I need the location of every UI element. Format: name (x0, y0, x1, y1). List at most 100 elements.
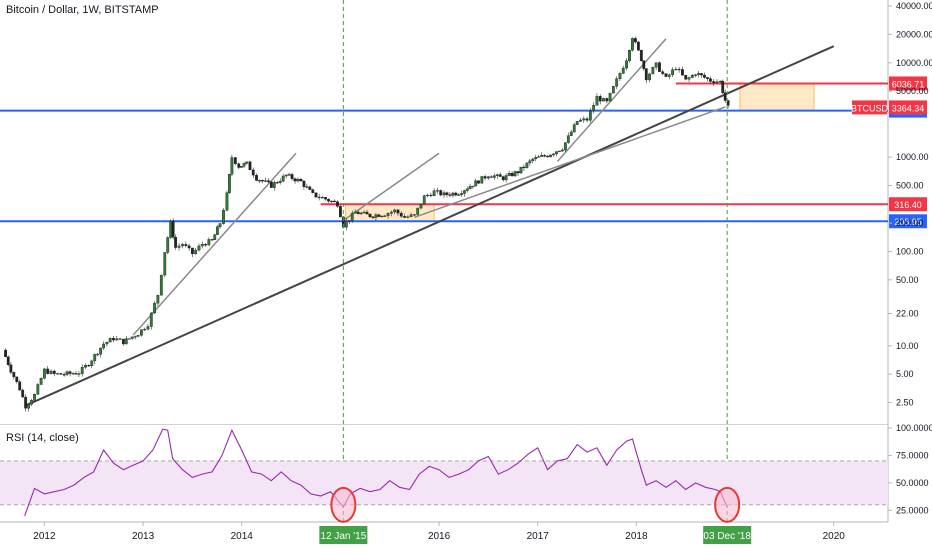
candle-body-28 (90, 360, 94, 367)
candle-body-137 (426, 194, 429, 197)
candle-body-19 (62, 374, 66, 376)
candle-body-89 (278, 180, 282, 183)
candle-body-165 (510, 173, 514, 177)
candle-body-225 (697, 73, 700, 75)
level-label-0: 6036.71 (892, 79, 925, 89)
candle-body-228 (706, 77, 709, 79)
candle-body-181 (558, 150, 561, 153)
rsi-layer (0, 428, 888, 523)
candle-body-75 (237, 163, 241, 168)
candle-body-26 (84, 365, 87, 368)
time-tick-label-6: 2020 (823, 531, 846, 542)
candle-body-15 (49, 370, 53, 374)
candle-body-55 (174, 236, 178, 248)
candle-body-20 (65, 371, 69, 375)
candle-body-148 (460, 193, 464, 195)
candles-layer (4, 36, 730, 412)
candle-body-80 (251, 169, 255, 176)
candle-body-22 (71, 373, 75, 375)
candle-body-42 (133, 336, 137, 338)
candle-body-204 (631, 38, 634, 51)
last-price-symbol: BTCUSD (851, 103, 889, 113)
candle-body-97 (302, 180, 306, 187)
candle-body-119 (368, 213, 372, 218)
candle-body-205 (634, 38, 637, 43)
candle-body-163 (504, 175, 508, 181)
rsi-highlight-circle-0 (330, 486, 357, 523)
candle-body-192 (592, 105, 596, 112)
candle-body-115 (356, 211, 360, 215)
candle-body-27 (87, 365, 91, 367)
pane-divider (0, 424, 888, 425)
candle-body-106 (330, 200, 333, 203)
candle-body-70 (222, 209, 225, 224)
price-tick-label-12: 2.50 (896, 398, 914, 408)
candle-body-127 (393, 209, 397, 213)
candle-body-68 (215, 226, 219, 235)
candle-body-49 (156, 294, 160, 304)
candle-body-93 (290, 174, 294, 179)
candle-body-124 (383, 215, 387, 217)
candle-body-231 (715, 81, 719, 84)
candle-body-218 (674, 68, 678, 71)
candle-body-87 (272, 182, 276, 188)
candle-body-125 (386, 213, 390, 217)
candle-body-5 (18, 381, 22, 391)
candle-body-202 (625, 60, 628, 69)
candle-body-184 (566, 135, 570, 143)
candle-body-201 (621, 67, 625, 74)
candle-body-14 (46, 368, 50, 374)
price-tick-label-7: 100.00 (896, 246, 924, 256)
price-tick-label-1: 20000.00 (896, 29, 932, 39)
candle-body-140 (436, 190, 439, 192)
price-tick-label-10: 10.00 (896, 341, 919, 351)
candle-body-209 (644, 68, 648, 81)
candle-body-3 (12, 372, 16, 378)
candle-body-134 (416, 207, 420, 215)
candle-body-158 (489, 176, 493, 178)
candle-body-45 (143, 328, 147, 331)
candle-body-16 (52, 370, 56, 374)
candle-body-187 (575, 121, 579, 125)
candle-body-167 (516, 171, 520, 174)
candle-body-164 (507, 173, 511, 176)
rsi-title: RSI (14, close) (6, 432, 79, 444)
candle-body-102 (317, 196, 321, 199)
candle-body-159 (492, 175, 496, 178)
price-tick-label-6: 200.00 (896, 218, 924, 228)
candle-body-189 (582, 118, 586, 121)
candle-body-36 (115, 338, 119, 341)
time-tick-label-1: 2013 (132, 531, 155, 542)
candle-body-54 (171, 220, 175, 238)
candle-body-198 (611, 86, 615, 94)
candle-body-98 (305, 186, 309, 188)
rsi-highlight-circle-1 (714, 486, 741, 523)
candle-body-216 (667, 74, 671, 77)
candle-body-113 (350, 212, 354, 221)
candle-body-17 (56, 373, 59, 375)
candle-body-100 (311, 189, 315, 193)
candle-body-138 (429, 194, 433, 197)
candle-body-120 (371, 216, 375, 218)
candle-body-152 (471, 185, 475, 188)
candle-body-190 (585, 118, 589, 121)
candle-body-92 (287, 174, 291, 176)
time-tick-label-5: 2018 (625, 531, 648, 542)
level-label-bg-3 (889, 214, 927, 229)
candle-body-118 (365, 211, 369, 215)
candle-body-64 (204, 244, 207, 246)
axes-layer: 40000.00 20000.00 10000.00 5000.00 1000.00 50… (33, 1, 932, 542)
candle-body-173 (534, 156, 538, 160)
candle-body-8 (27, 404, 31, 409)
price-tick-label-11: 5.00 (896, 369, 914, 379)
candle-body-59 (187, 245, 191, 249)
candle-body-96 (299, 178, 303, 182)
candle-body-143 (445, 192, 449, 195)
chart-title: Bitcoin / Dollar, 1W, BITSTAMP (6, 4, 159, 16)
candle-body-147 (457, 194, 461, 196)
candle-body-1 (6, 356, 10, 365)
candle-body-99 (308, 186, 312, 190)
candle-body-157 (487, 176, 490, 179)
